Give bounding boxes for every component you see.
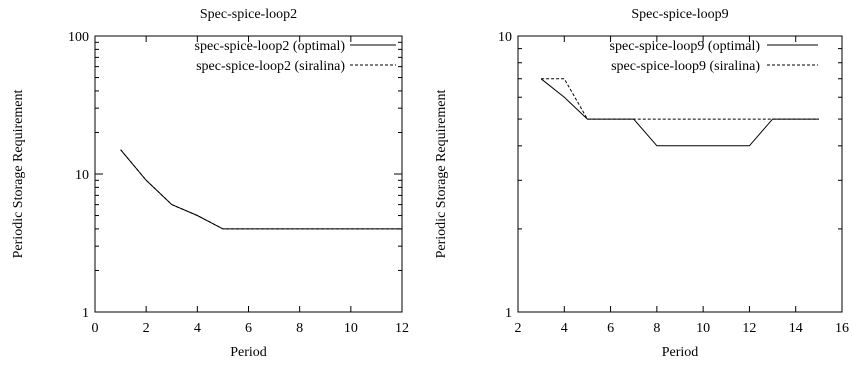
chart-panel-2: Spec-spice-loop9 Period Periodic Storage R…	[434, 7, 849, 360]
series-line-siralina	[120, 149, 402, 230]
x-tick-label: 12	[742, 321, 756, 336]
y-tick-label: 1	[82, 306, 89, 321]
legend-label: spec-spice-loop2 (optimal)	[195, 39, 346, 54]
x-tick-label: 14	[789, 321, 803, 336]
chart-title: Spec-spice-loop2	[200, 7, 297, 22]
y-tick-label: 1	[505, 306, 512, 321]
series-line-siralina	[541, 78, 819, 120]
x-tick-label: 6	[607, 321, 614, 336]
series-line-optimal	[120, 149, 402, 230]
x-tick-label: 8	[296, 321, 303, 336]
series-line-optimal	[540, 78, 819, 147]
x-tick-label: 4	[194, 321, 201, 336]
x-tick-label: 10	[696, 321, 710, 336]
legend-label: spec-spice-loop2 (siralina)	[196, 59, 345, 74]
x-tick-label: 6	[245, 321, 252, 336]
y-axis-label: Periodic Storage Requirement	[434, 90, 449, 259]
legend-label: spec-spice-loop9 (siralina)	[611, 59, 760, 74]
x-tick-label: 12	[395, 321, 409, 336]
x-tick-label: 8	[653, 321, 660, 336]
x-axis-label: Period	[662, 345, 699, 360]
legend-label: spec-spice-loop9 (optimal)	[610, 39, 761, 54]
y-tick-label: 10	[498, 30, 512, 45]
x-axis-label: Period	[230, 345, 267, 360]
chart-title: Spec-spice-loop9	[631, 7, 728, 22]
x-tick-label: 4	[561, 321, 568, 336]
x-tick-label: 16	[835, 321, 849, 336]
y-axis-label: Periodic Storage Requirement	[11, 90, 26, 259]
x-tick-label: 2	[515, 321, 522, 336]
x-tick-label: 10	[344, 321, 358, 336]
y-tick-label: 10	[75, 168, 89, 183]
chart-panel-1: Spec-spice-loop2 Period Periodic Storage R…	[11, 7, 409, 360]
plot-frame	[517, 35, 843, 313]
x-tick-label: 2	[143, 321, 150, 336]
y-tick-label: 100	[68, 30, 89, 45]
x-tick-label: 0	[92, 321, 99, 336]
